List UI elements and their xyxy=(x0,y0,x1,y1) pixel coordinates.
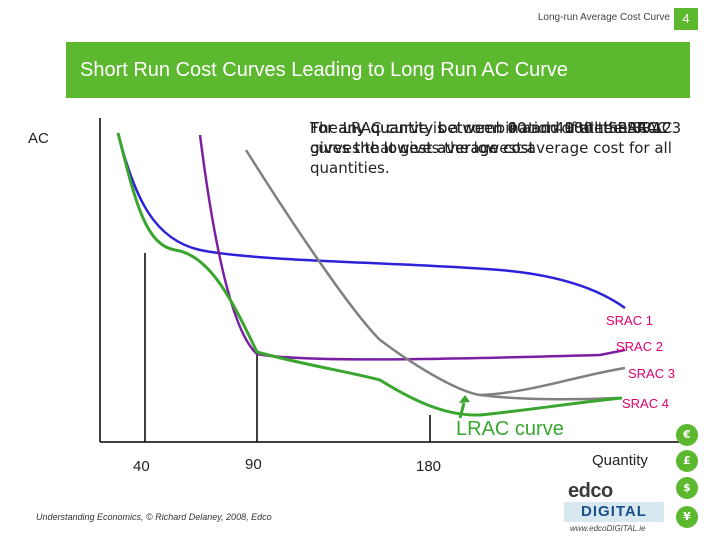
slide-number: 4 xyxy=(674,8,698,30)
srac4-label: SRAC 4 xyxy=(622,396,669,411)
lrac-label: LRAC curve xyxy=(456,418,564,440)
explanation-layer-4: The LRAC curve is a combination of all t… xyxy=(310,119,673,177)
lrac-curve xyxy=(116,132,623,417)
lrac-arrowhead xyxy=(459,395,470,403)
tick-label-180: 180 xyxy=(416,458,442,475)
srac3-curve xyxy=(244,149,626,397)
yen-icon: ¥ xyxy=(676,506,698,528)
x-axis-label: Quantity xyxy=(592,452,648,469)
slide-title: Short Run Cost Curves Leading to Long Ru… xyxy=(66,42,690,98)
edco-digital-logo: edco DIGITAL www.edcoDIGITAL.ie xyxy=(560,480,672,536)
logo-digital-text: DIGITAL xyxy=(564,502,664,522)
tick-label-40: 40 xyxy=(133,458,150,475)
srac3-label: SRAC 3 xyxy=(628,366,675,381)
footer-citation: Understanding Economics, © Richard Delan… xyxy=(36,512,272,522)
section-title: Long-run Average Cost Curve xyxy=(537,12,670,23)
logo-edco-text: edco xyxy=(568,480,613,502)
lrac-arrow xyxy=(458,402,466,419)
srac2-label: SRAC 2 xyxy=(616,339,663,354)
srac4-curve xyxy=(479,393,619,401)
explanation-layer-2: For any quantity between 40 and 90 the S… xyxy=(310,119,672,157)
euro-icon: € xyxy=(676,424,698,446)
tick-label-90: 90 xyxy=(245,456,262,473)
pound-icon: £ xyxy=(676,450,698,472)
srac1-label: SRAC 1 xyxy=(606,313,653,328)
logo-url: www.edcoDIGITAL.ie xyxy=(570,524,646,533)
explanation-layer-1: For any quantity between 0 and 40 the SR… xyxy=(310,119,663,157)
explanation-layer-3: For any quantity between 90 and 180 the … xyxy=(310,119,682,157)
srac1-curve xyxy=(116,132,626,310)
y-axis-label: AC xyxy=(28,130,49,147)
dollar-icon: $ xyxy=(676,477,698,499)
